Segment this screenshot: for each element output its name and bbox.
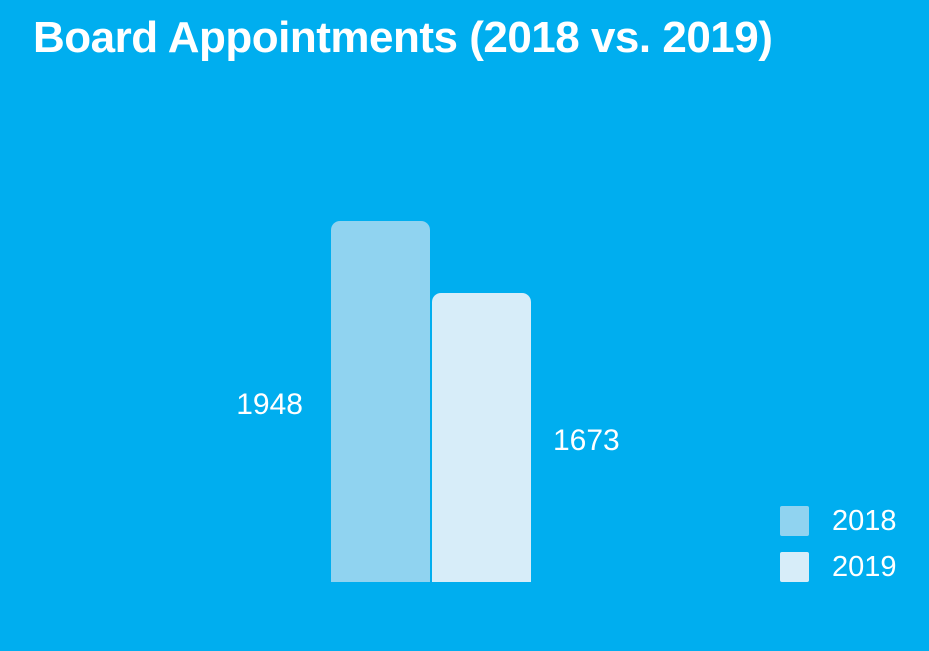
legend-item-2019: 2019	[780, 552, 897, 582]
data-label-2018: 1948	[236, 388, 303, 421]
chart-title: Board Appointments (2018 vs. 2019)	[33, 13, 773, 62]
legend-label-2018: 2018	[832, 505, 897, 537]
legend-swatch-2018	[780, 506, 809, 536]
legend-swatch-2019	[780, 552, 809, 582]
legend-label-2019: 2019	[832, 551, 897, 583]
legend: 2018 2019	[780, 506, 897, 582]
bar-2019	[432, 293, 531, 582]
legend-item-2018: 2018	[780, 506, 897, 536]
data-label-2019: 1673	[553, 424, 620, 457]
bar-2018	[331, 221, 430, 582]
